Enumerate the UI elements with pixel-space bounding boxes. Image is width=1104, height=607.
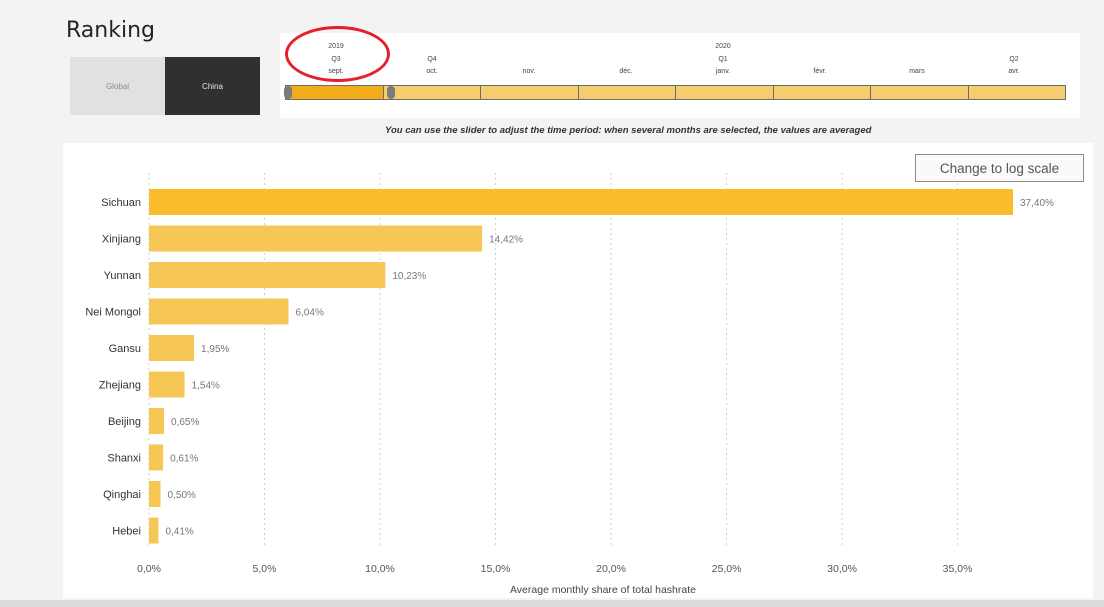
x-axis-label: Average monthly share of total hashrate [510, 584, 696, 596]
bar[interactable] [149, 481, 161, 507]
quarter-label-q2: Q2 [1009, 56, 1019, 63]
bar[interactable] [149, 408, 165, 434]
data-label: 0,41% [165, 527, 193, 538]
time-slider[interactable] [285, 85, 1066, 100]
slider-segment-nov[interactable] [481, 86, 579, 99]
month-label-apr: avr. [1008, 68, 1020, 75]
slider-segment-feb[interactable] [774, 86, 871, 99]
slider-segment-oct[interactable] [384, 86, 481, 99]
month-label-feb: févr. [813, 68, 827, 75]
bar[interactable] [149, 298, 289, 325]
bar[interactable] [149, 225, 483, 252]
bar[interactable] [149, 262, 386, 288]
data-label: 1,54% [192, 381, 220, 392]
bar[interactable] [149, 335, 195, 361]
x-tick-label: 30,0% [827, 563, 857, 575]
region-toggle: Global China [70, 57, 260, 115]
x-tick-label: 20,0% [596, 563, 626, 575]
slider-segment-jan[interactable] [676, 86, 774, 99]
slider-help-text: You can use the slider to adjust the tim… [385, 125, 872, 136]
category-label: Gansu [109, 343, 141, 355]
category-label: Shanxi [107, 453, 141, 465]
slider-segment-mar[interactable] [871, 86, 969, 99]
slider-segment-dec[interactable] [579, 86, 676, 99]
data-label: 0,61% [170, 454, 198, 465]
month-label-oct: oct. [426, 68, 438, 75]
year-label-2020: 2020 [715, 43, 731, 50]
slider-end-handle[interactable] [387, 86, 395, 99]
category-label: Yunnan [104, 270, 141, 282]
data-label: 0,65% [171, 417, 199, 428]
data-label: 14,42% [489, 235, 523, 246]
category-label: Beijing [108, 416, 141, 428]
data-label: 10,23% [392, 271, 426, 282]
global-toggle-button[interactable]: Global [70, 57, 165, 115]
category-label: Hebei [112, 526, 141, 538]
month-label-dec: déc. [619, 68, 633, 75]
x-tick-label: 0,0% [137, 563, 161, 575]
category-label: Qinghai [103, 489, 141, 501]
data-label: 37,40% [1020, 198, 1054, 209]
page-title: Ranking [66, 18, 155, 43]
month-label-sept: sept. [328, 68, 344, 75]
bar[interactable] [149, 444, 164, 471]
bar[interactable] [149, 371, 185, 398]
data-label: 0,50% [168, 490, 196, 501]
slider-segment-apr[interactable] [969, 86, 1066, 99]
bar-chart: Sichuan 37,40% Xinjiang 14,42% Yunnan 10,23% N… [85, 173, 1054, 596]
x-tick-label: 10,0% [365, 563, 395, 575]
month-label-mar: mars [909, 68, 925, 75]
category-label: Sichuan [101, 197, 141, 209]
x-tick-label: 5,0% [253, 563, 277, 575]
slider-start-handle[interactable] [284, 86, 292, 99]
month-label-jan: janv. [715, 68, 731, 75]
chart-panel: Sichuan 37,40% Xinjiang 14,42% Yunnan 10,23% N… [63, 143, 1093, 598]
data-label: 1,95% [201, 344, 229, 355]
timeline-panel: 2019 2020 Q3 Q4 Q1 Q2 sept. oct. nov. dé… [280, 33, 1080, 118]
x-tick-label: 25,0% [712, 563, 742, 575]
log-scale-button[interactable]: Change to log scale [915, 154, 1084, 182]
quarter-label-q1: Q1 [718, 56, 728, 63]
slider-segment-sept[interactable] [286, 86, 384, 99]
data-label: 6,04% [296, 308, 324, 319]
quarter-label-q3: Q3 [331, 56, 341, 63]
category-label: Nei Mongol [85, 307, 141, 319]
category-label: Xinjiang [102, 234, 141, 246]
month-label-nov: nov. [522, 68, 536, 75]
category-label: Zhejiang [99, 380, 141, 392]
bottom-border [0, 600, 1104, 607]
year-label-2019: 2019 [328, 43, 344, 50]
quarter-label-q4: Q4 [427, 56, 437, 63]
bar[interactable] [149, 189, 1013, 215]
bar[interactable] [149, 517, 159, 544]
x-tick-label: 15,0% [481, 563, 511, 575]
x-tick-label: 35,0% [943, 563, 973, 575]
china-toggle-button[interactable]: China [165, 57, 260, 115]
